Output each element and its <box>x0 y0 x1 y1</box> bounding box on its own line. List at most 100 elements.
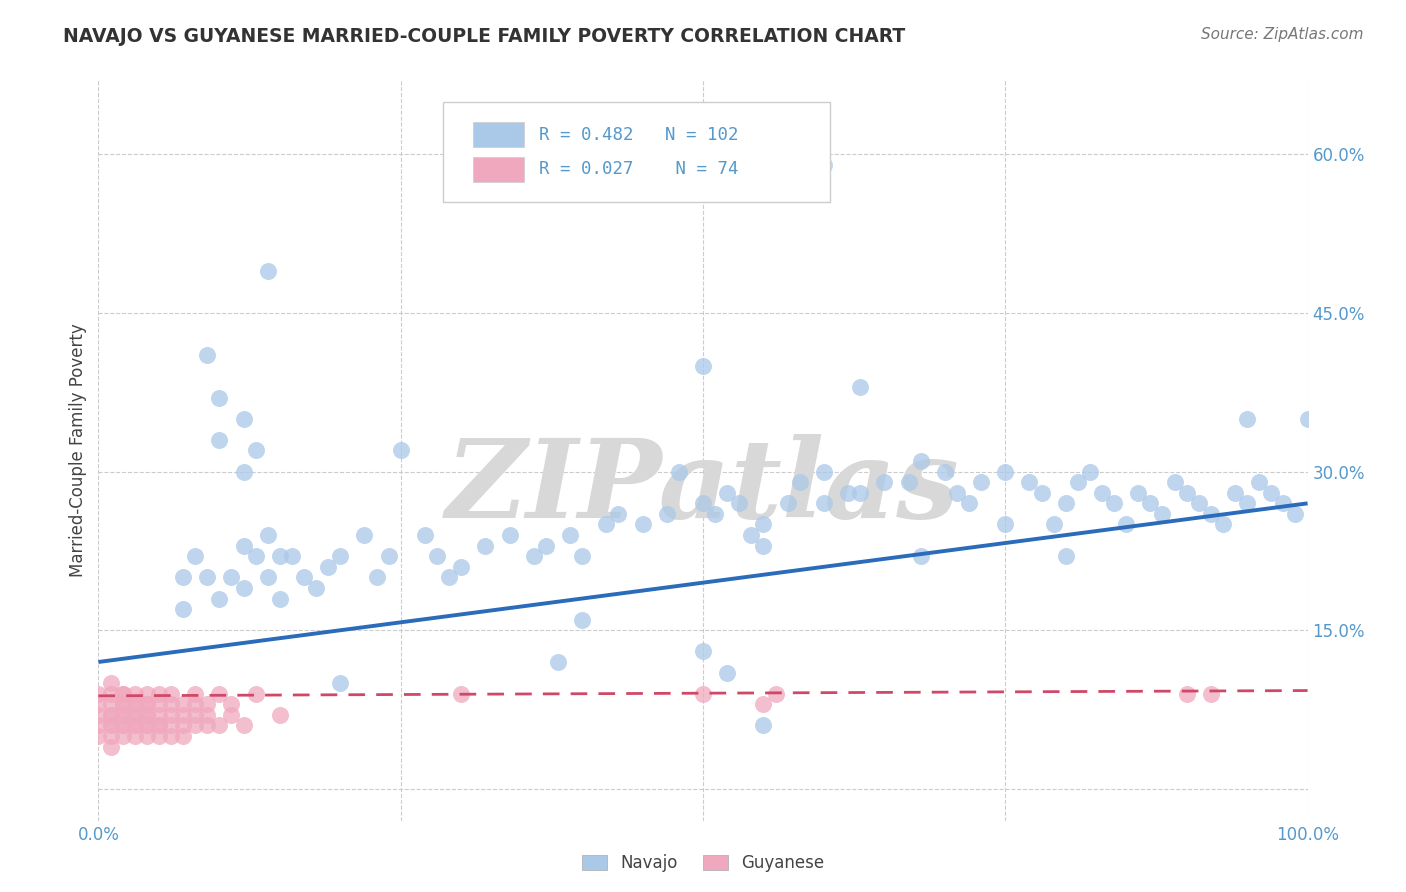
Point <box>124 729 146 743</box>
Point <box>111 707 134 722</box>
Point <box>1054 496 1077 510</box>
Point <box>1272 496 1295 510</box>
Point <box>160 718 183 732</box>
Point <box>135 729 157 743</box>
Point <box>1091 485 1114 500</box>
Point <box>1260 485 1282 500</box>
Point <box>873 475 896 490</box>
Point <box>245 549 267 564</box>
Legend: Navajo, Guyanese: Navajo, Guyanese <box>575 847 831 879</box>
Point <box>184 698 207 712</box>
Point <box>789 475 811 490</box>
Point <box>1188 496 1211 510</box>
Point <box>184 707 207 722</box>
Point <box>1139 496 1161 510</box>
Point <box>100 739 122 754</box>
Point <box>135 707 157 722</box>
Point <box>1199 507 1222 521</box>
Point <box>111 718 134 732</box>
Point <box>740 528 762 542</box>
Point <box>184 687 207 701</box>
Point <box>135 698 157 712</box>
Point <box>329 549 352 564</box>
Point <box>87 707 110 722</box>
Point <box>160 687 183 701</box>
Point <box>849 380 872 394</box>
Point <box>752 539 775 553</box>
Point <box>135 718 157 732</box>
Point <box>692 644 714 658</box>
Point <box>571 613 593 627</box>
Point <box>450 559 472 574</box>
Point <box>704 507 727 521</box>
Point <box>1152 507 1174 521</box>
Point <box>232 539 254 553</box>
Point <box>256 528 278 542</box>
Point <box>547 655 569 669</box>
Point <box>1042 517 1064 532</box>
Point <box>195 707 218 722</box>
Point <box>124 707 146 722</box>
Point <box>124 707 146 722</box>
Point <box>946 485 969 500</box>
Point <box>498 528 520 542</box>
Point <box>148 707 170 722</box>
Point <box>111 698 134 712</box>
Point <box>221 698 243 712</box>
Point <box>172 718 194 732</box>
Point <box>269 549 291 564</box>
Point <box>232 411 254 425</box>
Point <box>208 687 231 701</box>
Point <box>910 454 932 468</box>
Point <box>765 687 787 701</box>
Point <box>135 698 157 712</box>
Point <box>1115 517 1137 532</box>
Point <box>1175 485 1198 500</box>
Point <box>1054 549 1077 564</box>
Point <box>281 549 304 564</box>
Point <box>87 718 110 732</box>
Point <box>269 707 291 722</box>
Point <box>752 718 775 732</box>
Point <box>135 707 157 722</box>
Point <box>910 549 932 564</box>
Point <box>245 443 267 458</box>
Point <box>148 718 170 732</box>
Point <box>1163 475 1185 490</box>
Point <box>1078 465 1101 479</box>
Point <box>100 729 122 743</box>
Point <box>172 707 194 722</box>
Point <box>256 263 278 277</box>
Point <box>474 539 496 553</box>
Point <box>366 570 388 584</box>
Point <box>668 465 690 479</box>
Point <box>148 729 170 743</box>
Point <box>100 687 122 701</box>
Point <box>87 687 110 701</box>
Point <box>897 475 920 490</box>
Point <box>221 707 243 722</box>
Point <box>221 570 243 584</box>
Bar <box>474 157 524 182</box>
Point <box>160 729 183 743</box>
Point <box>135 687 157 701</box>
Point <box>813 465 835 479</box>
Point <box>752 517 775 532</box>
Point <box>692 687 714 701</box>
Text: Source: ZipAtlas.com: Source: ZipAtlas.com <box>1201 27 1364 42</box>
Point <box>353 528 375 542</box>
Point <box>111 718 134 732</box>
Point <box>111 687 134 701</box>
Point <box>994 517 1017 532</box>
Point <box>172 729 194 743</box>
Point <box>124 698 146 712</box>
Point <box>558 528 581 542</box>
Point <box>208 591 231 606</box>
Point <box>195 348 218 362</box>
Point <box>716 485 738 500</box>
Point <box>1199 687 1222 701</box>
Point <box>534 539 557 553</box>
Point <box>1236 496 1258 510</box>
Point <box>1296 411 1319 425</box>
Point <box>426 549 449 564</box>
